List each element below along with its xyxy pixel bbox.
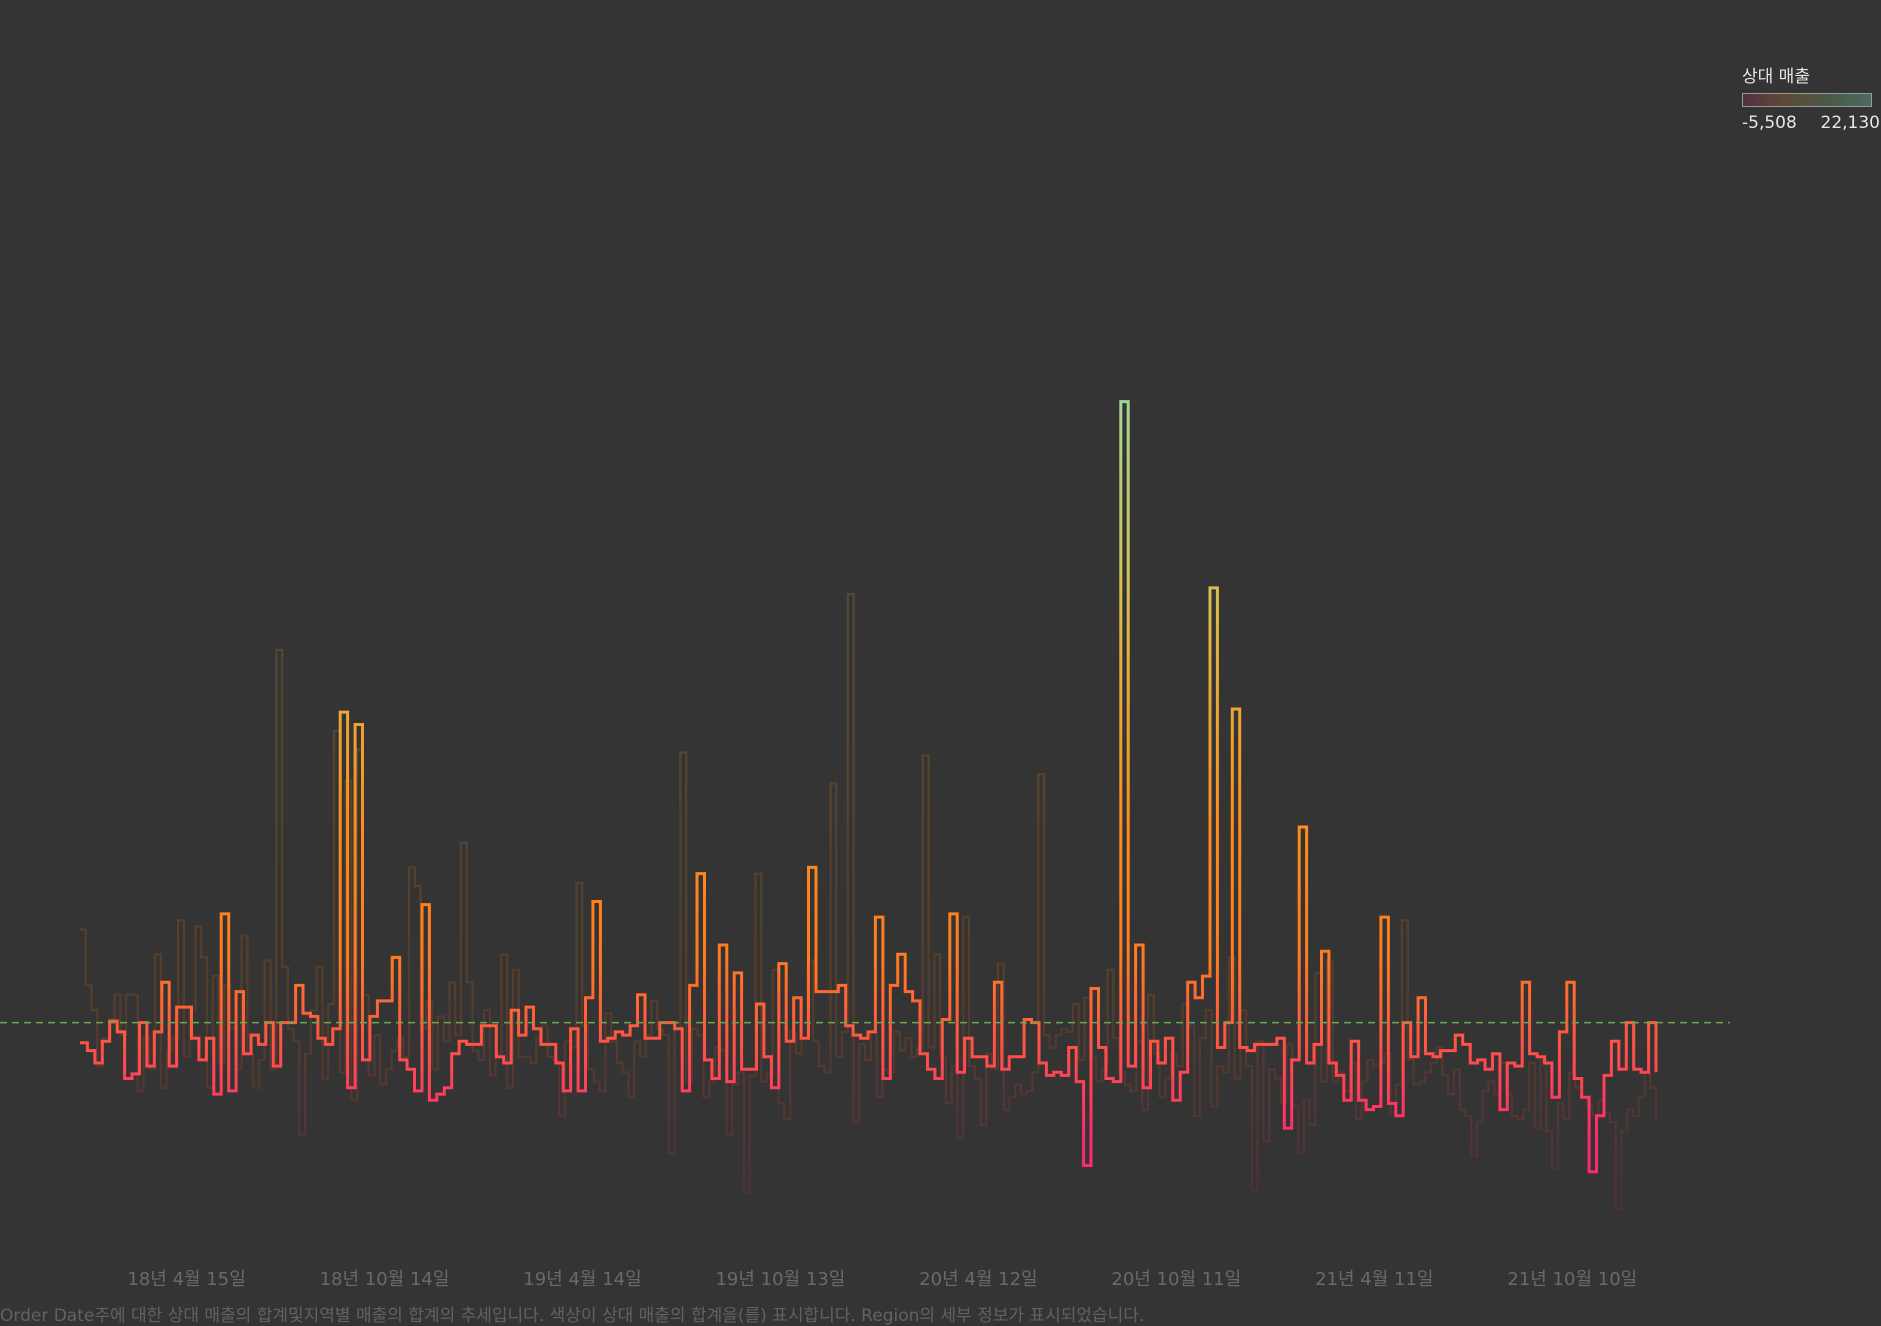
chart-caption: Order Date주에 대한 상대 매출의 합계및지역별 매출의 합계의 추세… xyxy=(0,1306,1145,1326)
x-tick-label-4: 19년 10월 13일 xyxy=(715,1269,845,1290)
legend-max-label: 22,130 xyxy=(1820,113,1880,133)
color-legend: 상대 매출 -5,508 22,130 xyxy=(1742,62,1880,133)
x-tick-label-7: 21년 4월 11일 xyxy=(1315,1269,1433,1290)
x-tick-label-8: 21년 10월 10일 xyxy=(1507,1269,1637,1290)
x-tick-label-5: 20년 4월 12일 xyxy=(919,1269,1037,1290)
series-line-background-1 xyxy=(80,593,1658,1210)
x-tick-label-1: 18년 4월 15일 xyxy=(127,1269,245,1290)
x-tick-label-2: 18년 10월 14일 xyxy=(320,1269,450,1290)
x-tick-label-3: 19년 4월 14일 xyxy=(523,1269,641,1290)
x-tick-label-6: 20년 10월 11일 xyxy=(1111,1269,1241,1290)
legend-min-label: -5,508 xyxy=(1742,113,1797,133)
legend-title: 상대 매출 xyxy=(1742,67,1810,87)
legend-color-ramp xyxy=(1742,93,1872,107)
series-line-highlighted-1[interactable] xyxy=(80,400,1658,1174)
